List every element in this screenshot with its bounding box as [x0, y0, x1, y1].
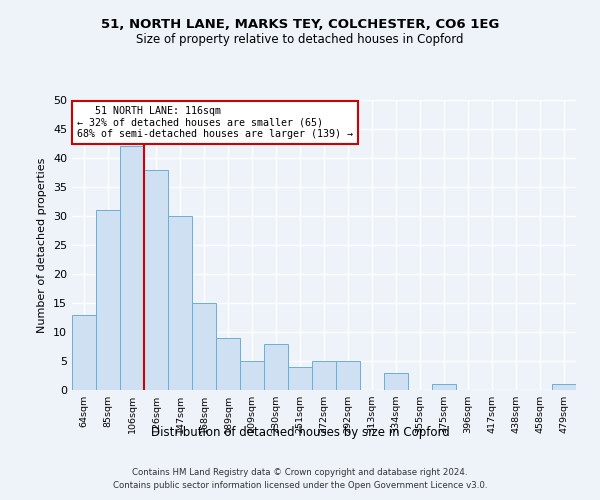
Y-axis label: Number of detached properties: Number of detached properties	[37, 158, 47, 332]
Bar	[144, 170, 168, 390]
Text: 51, NORTH LANE, MARKS TEY, COLCHESTER, CO6 1EG: 51, NORTH LANE, MARKS TEY, COLCHESTER, C…	[101, 18, 499, 30]
Bar	[264, 344, 288, 390]
Text: Contains public sector information licensed under the Open Government Licence v3: Contains public sector information licen…	[113, 482, 487, 490]
Bar	[72, 314, 96, 390]
Bar	[192, 303, 216, 390]
Bar	[120, 146, 144, 390]
Text: Size of property relative to detached houses in Copford: Size of property relative to detached ho…	[136, 32, 464, 46]
Bar	[216, 338, 240, 390]
Bar	[168, 216, 192, 390]
Bar	[288, 367, 312, 390]
Bar	[552, 384, 576, 390]
Bar	[384, 372, 408, 390]
Text: Contains HM Land Registry data © Crown copyright and database right 2024.: Contains HM Land Registry data © Crown c…	[132, 468, 468, 477]
Bar	[336, 361, 360, 390]
Text: Distribution of detached houses by size in Copford: Distribution of detached houses by size …	[151, 426, 449, 439]
Bar	[240, 361, 264, 390]
Bar	[96, 210, 120, 390]
Bar	[432, 384, 456, 390]
Bar	[312, 361, 336, 390]
Text: 51 NORTH LANE: 116sqm
← 32% of detached houses are smaller (65)
68% of semi-deta: 51 NORTH LANE: 116sqm ← 32% of detached …	[77, 106, 353, 139]
